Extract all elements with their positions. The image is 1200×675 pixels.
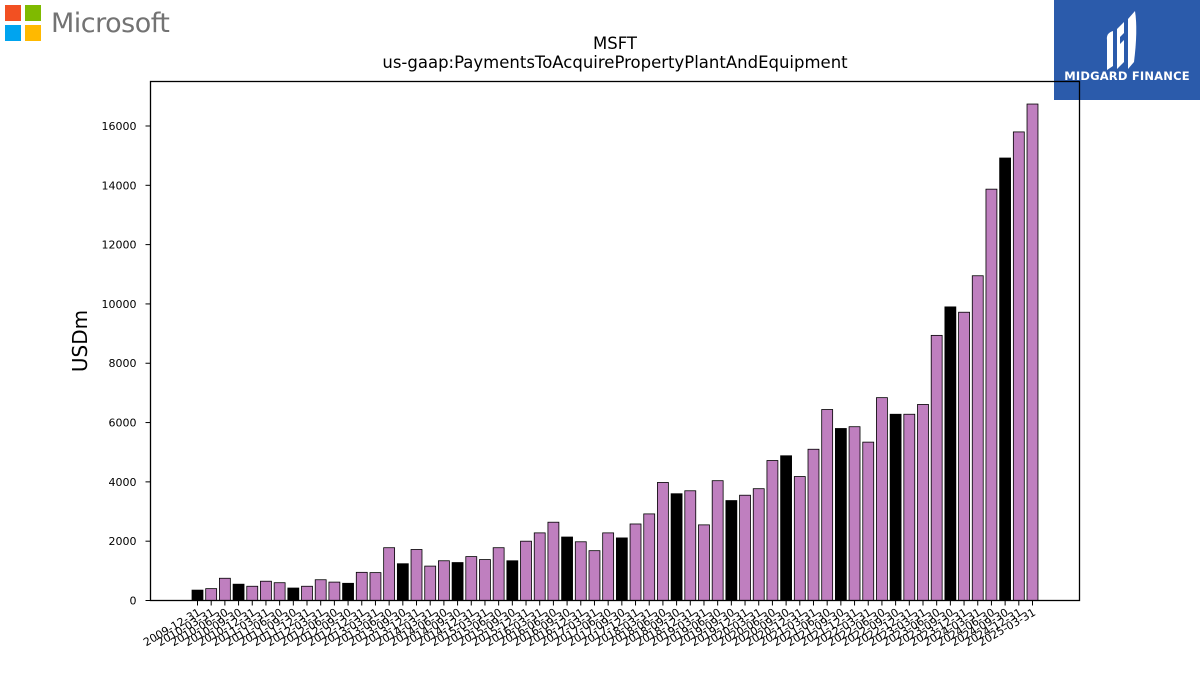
- bar-2021-03-31: [807, 448, 820, 601]
- y-tick-label-6000: 6000: [109, 417, 137, 430]
- plot-frame: [149, 80, 1081, 602]
- bar-2018-03-31: [643, 513, 656, 601]
- bar-2013-06-30: [383, 547, 396, 601]
- midgard-finance-badge: MIDGARD FINANCE: [1054, 0, 1200, 100]
- y-tick-label-4000: 4000: [109, 476, 137, 489]
- bar-2012-06-30: [328, 581, 341, 601]
- bar-2020-06-30: [766, 460, 779, 601]
- logo-square-red: [5, 5, 21, 21]
- y-axis-label: USDm: [68, 310, 92, 372]
- y-tick-label-0: 0: [130, 595, 137, 608]
- bar-2019-06-30: [711, 480, 724, 601]
- microsoft-squares-icon: [5, 5, 41, 41]
- bar-2024-09-30: [999, 157, 1012, 601]
- bar-2014-09-30: [451, 562, 464, 601]
- logo-square-blue: [5, 25, 21, 41]
- x-axis: 2009-12-312010-03-312010-06-302010-09-30…: [141, 600, 1038, 649]
- bar-2023-03-31: [917, 404, 929, 601]
- chart-title: MSFT: [593, 34, 638, 53]
- bar-2012-09-30: [342, 582, 354, 601]
- bars-group: [191, 103, 1039, 601]
- bar-2017-03-31: [588, 550, 601, 601]
- microsoft-logo: Microsoft: [5, 5, 170, 41]
- bar-2012-12-31: [355, 571, 368, 601]
- bar-2022-12-31: [903, 413, 916, 601]
- bar-2017-12-31: [629, 523, 642, 601]
- bar-2015-06-30: [492, 547, 505, 601]
- bar-2015-03-31: [479, 559, 491, 601]
- y-tick-label-12000: 12000: [102, 239, 137, 252]
- bar-2019-03-31: [698, 524, 710, 601]
- bar-2019-09-30: [725, 500, 738, 601]
- bar-2024-03-31: [971, 275, 984, 601]
- bar-2019-12-31: [739, 494, 751, 601]
- bar-2015-09-30: [506, 560, 519, 601]
- bar-2014-06-30: [438, 560, 450, 601]
- bar-2011-12-31: [301, 585, 313, 601]
- bar-2013-03-31: [369, 572, 382, 601]
- y-tick-label-2000: 2000: [109, 535, 137, 548]
- y-tick-label-16000: 16000: [102, 120, 137, 133]
- bar-2010-12-31: [246, 585, 259, 601]
- bar-2023-09-30: [944, 306, 957, 601]
- bar-2017-09-30: [615, 537, 628, 601]
- bar-2020-12-31: [793, 476, 806, 601]
- bar-2009-12-31: [191, 589, 204, 601]
- bar-2011-06-30: [273, 582, 286, 601]
- y-axis: 0 2000 4000 6000 8000 10000 12000 14000 16000: [102, 120, 151, 608]
- bar-2017-06-30: [602, 532, 615, 601]
- bar-2018-12-31: [684, 490, 697, 601]
- bar-2023-12-31: [958, 311, 970, 601]
- bar-2015-12-31: [520, 540, 532, 601]
- chart-subtitle: us-gaap:PaymentsToAcquirePropertyPlantAn…: [382, 53, 848, 72]
- badge-label: MIDGARD FINANCE: [1064, 69, 1190, 83]
- midgard-logo-icon: [1106, 11, 1137, 70]
- bar-2024-06-30: [985, 188, 998, 601]
- bar-2013-12-31: [410, 549, 423, 601]
- bar-2016-03-31: [533, 532, 546, 601]
- bar-2010-03-31: [205, 588, 218, 601]
- bar-2020-03-31: [752, 488, 765, 601]
- bar-2016-12-31: [574, 541, 587, 601]
- bar-2016-09-30: [561, 536, 573, 601]
- y-tick-label-14000: 14000: [102, 179, 137, 192]
- bar-2014-12-31: [465, 556, 478, 601]
- bar-2022-03-31: [862, 441, 875, 601]
- logo-square-green: [25, 5, 41, 21]
- bar-2010-06-30: [218, 577, 231, 601]
- bar-2025-03-31: [1026, 103, 1039, 601]
- bar-2022-06-30: [876, 397, 888, 601]
- y-tick-label-10000: 10000: [102, 298, 137, 311]
- logo-square-yellow: [25, 25, 41, 41]
- bar-2021-09-30: [834, 428, 847, 601]
- bar-2011-09-30: [287, 587, 300, 601]
- bar-2021-12-31: [848, 426, 861, 601]
- bar-2011-03-31: [260, 580, 272, 601]
- y-tick-label-8000: 8000: [109, 357, 137, 370]
- bar-2012-03-31: [314, 579, 327, 601]
- bar-2014-03-31: [424, 565, 437, 601]
- bar-2010-09-30: [232, 583, 245, 601]
- bar-2013-09-30: [396, 563, 409, 601]
- bar-2022-09-30: [889, 413, 902, 601]
- bar-2024-12-31: [1012, 131, 1025, 601]
- bar-2023-06-30: [930, 334, 943, 601]
- bar-2021-06-30: [821, 409, 834, 601]
- bar-2018-09-30: [670, 493, 683, 601]
- bar-2018-06-30: [657, 482, 669, 601]
- brand-name: Microsoft: [51, 7, 170, 39]
- bar-2020-09-30: [780, 455, 792, 601]
- bar-2016-06-30: [547, 521, 560, 601]
